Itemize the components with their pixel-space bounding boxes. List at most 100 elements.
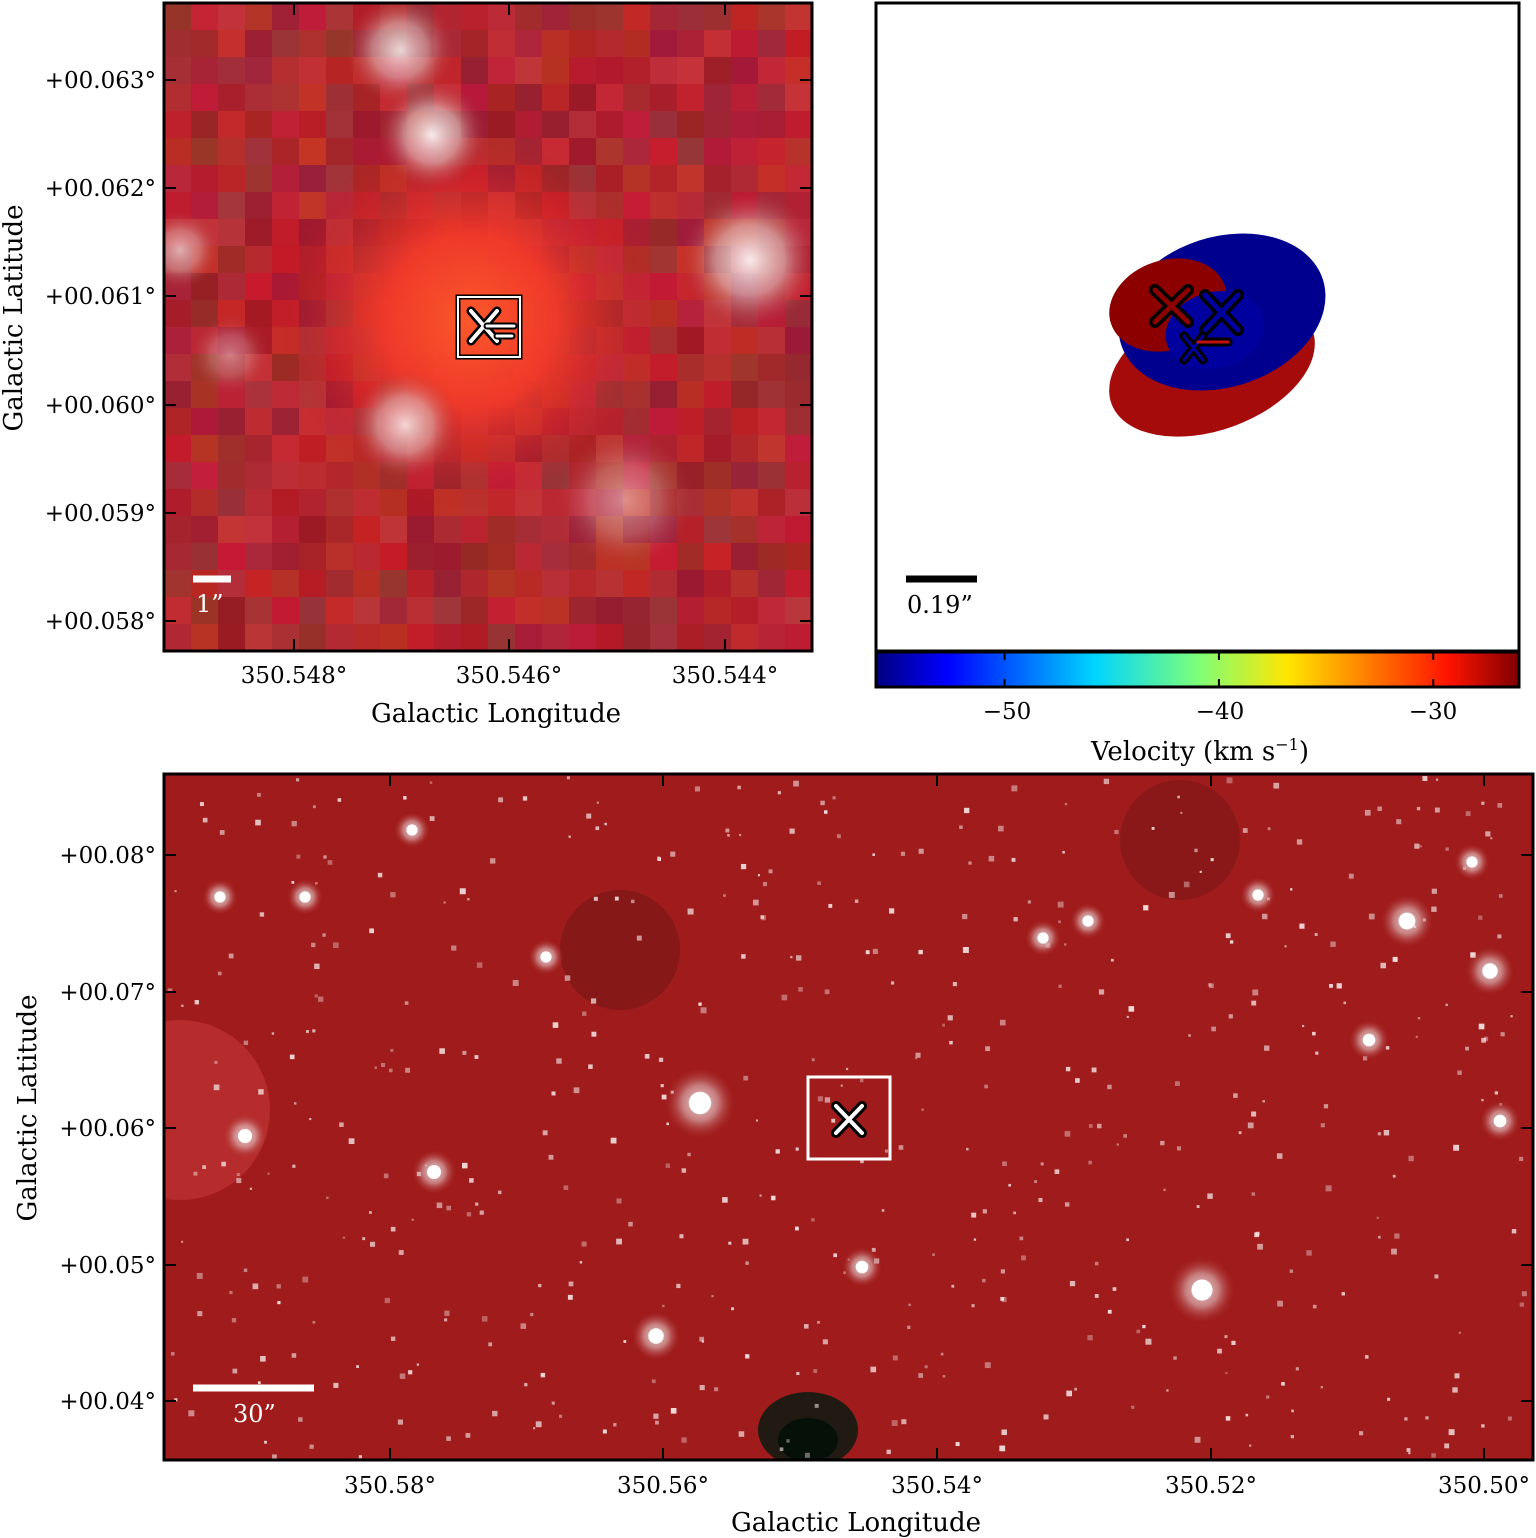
star (655, 1420, 659, 1425)
star (252, 1283, 259, 1290)
star (1454, 1373, 1460, 1379)
star (1207, 983, 1212, 987)
image-pixel (704, 354, 732, 382)
image-pixel (245, 57, 273, 85)
x-tick-label: 350.54° (891, 1473, 983, 1499)
image-pixel (380, 516, 408, 544)
star (833, 1253, 838, 1258)
image-pixel (488, 516, 516, 544)
star (889, 908, 895, 914)
star (1404, 1417, 1408, 1421)
image-pixel (272, 489, 300, 517)
star (1098, 989, 1105, 995)
star (699, 1336, 705, 1342)
image-pixel (785, 327, 812, 355)
star (217, 971, 222, 976)
star (1245, 1413, 1249, 1417)
star (900, 851, 906, 856)
star (1364, 809, 1371, 816)
image-pixel (623, 138, 651, 166)
star (573, 1087, 580, 1094)
star (811, 1218, 815, 1222)
image-pixel (272, 435, 300, 463)
image-pixel (785, 354, 812, 382)
image-pixel (191, 138, 219, 166)
image-pixel (245, 570, 273, 598)
star (481, 1316, 488, 1322)
image-pixel (407, 570, 435, 598)
star (921, 1108, 924, 1111)
star (999, 1019, 1006, 1026)
star (1123, 1134, 1127, 1138)
star (798, 987, 803, 992)
image-pixel (515, 570, 543, 598)
star (949, 1040, 953, 1045)
star (403, 796, 407, 800)
image-pixel (758, 165, 786, 193)
star (520, 1323, 527, 1329)
star (429, 781, 433, 784)
star (512, 980, 519, 986)
image-pixel (461, 57, 489, 85)
star (1038, 1197, 1043, 1203)
star (1176, 1146, 1182, 1151)
star (741, 954, 746, 959)
star (918, 848, 924, 854)
image-pixel (704, 597, 732, 625)
star (1299, 923, 1305, 929)
star (908, 1303, 911, 1307)
image-pixel (731, 435, 759, 463)
star (292, 1164, 296, 1168)
star (1453, 1144, 1460, 1151)
star (760, 915, 765, 919)
star (1180, 811, 1183, 814)
star (293, 1102, 297, 1105)
star (462, 1050, 467, 1055)
cross-icon (1182, 334, 1205, 362)
image-pixel (434, 516, 462, 544)
image-pixel (596, 138, 624, 166)
star (1183, 881, 1190, 888)
image-pixel (299, 84, 327, 112)
star (1392, 1174, 1396, 1178)
star (229, 1290, 233, 1295)
image-pixel (488, 597, 516, 625)
star (1173, 1356, 1177, 1360)
star (1062, 851, 1065, 854)
star (1465, 811, 1471, 817)
image-pixel (299, 624, 327, 651)
star (755, 1119, 759, 1122)
star (538, 1283, 542, 1288)
star (966, 1147, 969, 1151)
star (1057, 901, 1064, 908)
star (1422, 776, 1428, 781)
bright-star-core (1398, 912, 1416, 930)
image-pixel (569, 570, 597, 598)
colorbar-tick-labels: −50 −40 −30 (983, 699, 1458, 725)
star (542, 1130, 548, 1136)
star (752, 899, 759, 906)
star (628, 1221, 633, 1227)
star (362, 1237, 366, 1241)
image-pixel (218, 84, 246, 112)
image-pixel (596, 624, 624, 651)
bright-star-core (688, 1091, 712, 1115)
star (1391, 1248, 1397, 1255)
star (1377, 1132, 1382, 1136)
star (952, 982, 957, 987)
star (1019, 1236, 1024, 1241)
star (828, 903, 833, 908)
image-pixel (785, 111, 812, 139)
star (377, 872, 383, 878)
image-pixel (272, 30, 300, 58)
star (259, 912, 265, 917)
star (1128, 1006, 1135, 1012)
image-pixel (731, 570, 759, 598)
image-pixel (488, 30, 516, 58)
star (999, 1445, 1006, 1452)
image-pixel (704, 165, 732, 193)
star (924, 1365, 928, 1369)
star (369, 1211, 372, 1214)
image-pixel (164, 84, 192, 112)
star (1306, 1250, 1312, 1256)
